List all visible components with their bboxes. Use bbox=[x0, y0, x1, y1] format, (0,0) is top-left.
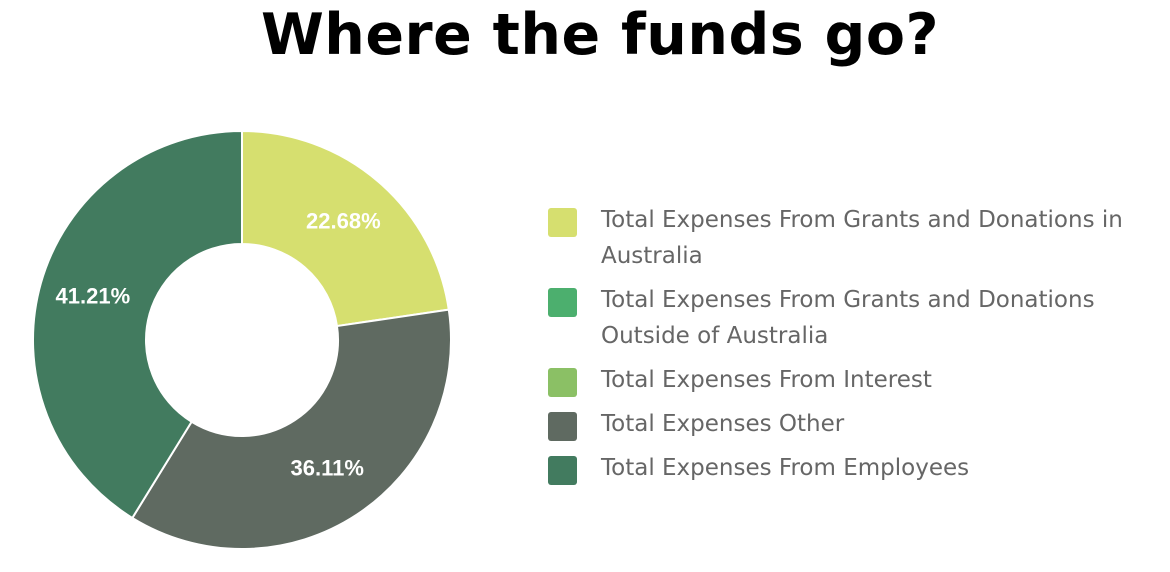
slice-label-0: 22.68% bbox=[306, 209, 381, 234]
legend-swatch-1 bbox=[548, 288, 577, 317]
legend-item-4[interactable]: Total Expenses From Employees bbox=[548, 450, 1158, 486]
donut-slice-labels: 22.68% 36.11% 41.21% bbox=[56, 209, 381, 481]
legend-item-1[interactable]: Total Expenses From Grants and Donations… bbox=[548, 282, 1158, 354]
legend-swatch-4 bbox=[548, 456, 577, 485]
legend-item-2[interactable]: Total Expenses From Interest bbox=[548, 362, 1158, 398]
legend-swatch-3 bbox=[548, 412, 577, 441]
slice-label-4: 41.21% bbox=[56, 284, 131, 309]
legend-item-3[interactable]: Total Expenses Other bbox=[548, 406, 1158, 442]
donut-chart: 22.68% 36.11% 41.21% bbox=[32, 129, 452, 550]
legend-label-3: Total Expenses Other bbox=[601, 411, 845, 437]
slice-label-3: 36.11% bbox=[291, 455, 364, 480]
slice-0 bbox=[241, 129, 450, 328]
legend-label-0: Total Expenses From Grants and Donations… bbox=[601, 207, 1123, 269]
page-title: Where the funds go? bbox=[260, 2, 940, 68]
slice-4 bbox=[32, 129, 243, 520]
legend-swatch-2 bbox=[548, 368, 577, 397]
donut-slices bbox=[32, 129, 452, 550]
chart-legend: Total Expenses From Grants and Donations… bbox=[548, 202, 1158, 494]
legend-item-0[interactable]: Total Expenses From Grants and Donations… bbox=[548, 202, 1158, 274]
legend-label-1: Total Expenses From Grants and Donations… bbox=[601, 287, 1095, 349]
legend-swatch-0 bbox=[548, 208, 577, 237]
legend-label-4: Total Expenses From Employees bbox=[601, 455, 970, 481]
slice-3 bbox=[130, 308, 452, 550]
legend-label-2: Total Expenses From Interest bbox=[601, 367, 932, 393]
